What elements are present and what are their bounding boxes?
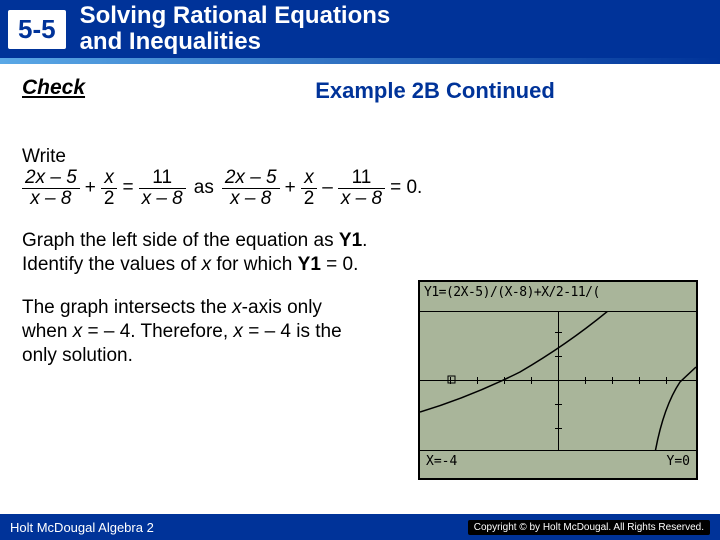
lesson-title: Solving Rational Equations and Inequalit… bbox=[80, 3, 391, 56]
check-label: Check bbox=[22, 76, 85, 100]
frac-b-den: 2 bbox=[101, 189, 118, 209]
frac-c-right: 11 x – 8 bbox=[338, 168, 385, 209]
frac-a-den-r: x – 8 bbox=[230, 188, 271, 209]
frac-b-left: x 2 bbox=[101, 168, 118, 209]
frac-c-left: 11 x – 8 bbox=[139, 168, 186, 209]
p2-c: = – 4. Therefore, bbox=[82, 321, 233, 342]
minus-op: – bbox=[317, 177, 338, 199]
frac-a-num-r: 2x – 5 bbox=[225, 167, 277, 188]
header-bar: 5-5 Solving Rational Equations and Inequ… bbox=[0, 0, 720, 58]
frac-a-left: 2x – 5 x – 8 bbox=[22, 168, 80, 209]
equation-line: Write 2x – 5 x – 8 + x 2 = 11 x – 8 as bbox=[22, 146, 698, 209]
as-word: as bbox=[186, 177, 222, 199]
calc-bottom-line: X=-4 Y=0 bbox=[420, 450, 696, 478]
calc-x-value: X=-4 bbox=[426, 454, 457, 475]
frac-c-num: 11 bbox=[139, 168, 186, 189]
frac-a-den: x – 8 bbox=[30, 188, 71, 209]
frac-c-den: x – 8 bbox=[142, 188, 183, 209]
calc-y-value: Y=0 bbox=[667, 454, 690, 475]
p2-x3: x bbox=[233, 321, 243, 342]
p2-x1: x bbox=[232, 297, 242, 318]
p2-a: The graph intersects the bbox=[22, 297, 232, 318]
p1-y1a: Y1 bbox=[339, 230, 362, 251]
graph-curve bbox=[420, 312, 696, 450]
p2-x2: x bbox=[73, 321, 83, 342]
lesson-number-box: 5-5 bbox=[8, 10, 66, 49]
plus-op-1: + bbox=[80, 177, 101, 199]
frac-a-right: 2x – 5 x – 8 bbox=[222, 168, 280, 209]
footer-copyright: Copyright © by Holt McDougal. All Rights… bbox=[468, 520, 710, 535]
title-line1: Solving Rational Equations bbox=[80, 2, 391, 29]
eq-zero: = 0. bbox=[385, 177, 427, 199]
paragraph-2: The graph intersects the x-axis only whe… bbox=[22, 296, 372, 367]
p1-d: = 0. bbox=[321, 254, 359, 275]
p1-y1b: Y1 bbox=[298, 254, 321, 275]
plus-op-2: + bbox=[280, 177, 301, 199]
frac-b-num: x bbox=[104, 167, 114, 188]
eq-op: = bbox=[117, 177, 138, 199]
footer-bar: Holt McDougal Algebra 2 Copyright © by H… bbox=[0, 514, 720, 540]
frac-c-den-r: x – 8 bbox=[341, 188, 382, 209]
p1-x: x bbox=[202, 254, 212, 275]
write-label: Write bbox=[22, 146, 423, 168]
p1-a: Graph the left side of the equation as bbox=[22, 230, 339, 251]
frac-c-num-r: 11 bbox=[338, 168, 385, 189]
p1-c: for which bbox=[211, 254, 298, 275]
frac-b-right: x 2 bbox=[301, 168, 318, 209]
example-title: Example 2B Continued bbox=[172, 78, 698, 104]
frac-a-num: 2x – 5 bbox=[25, 167, 77, 188]
calc-top-line: Y1=(2X-5)/(X-8)+X/2-11/( bbox=[420, 282, 696, 312]
frac-b-num-r: x bbox=[304, 167, 314, 188]
frac-b-den-r: 2 bbox=[301, 189, 318, 209]
paragraph-1: Graph the left side of the equation as Y… bbox=[22, 229, 372, 277]
footer-left: Holt McDougal Algebra 2 bbox=[10, 520, 154, 535]
calc-plot-area bbox=[420, 312, 696, 450]
calculator-screenshot: Y1=(2X-5)/(X-8)+X/2-11/( X=-4 Y=0 bbox=[418, 280, 698, 480]
title-line2: and Inequalities bbox=[80, 28, 261, 55]
